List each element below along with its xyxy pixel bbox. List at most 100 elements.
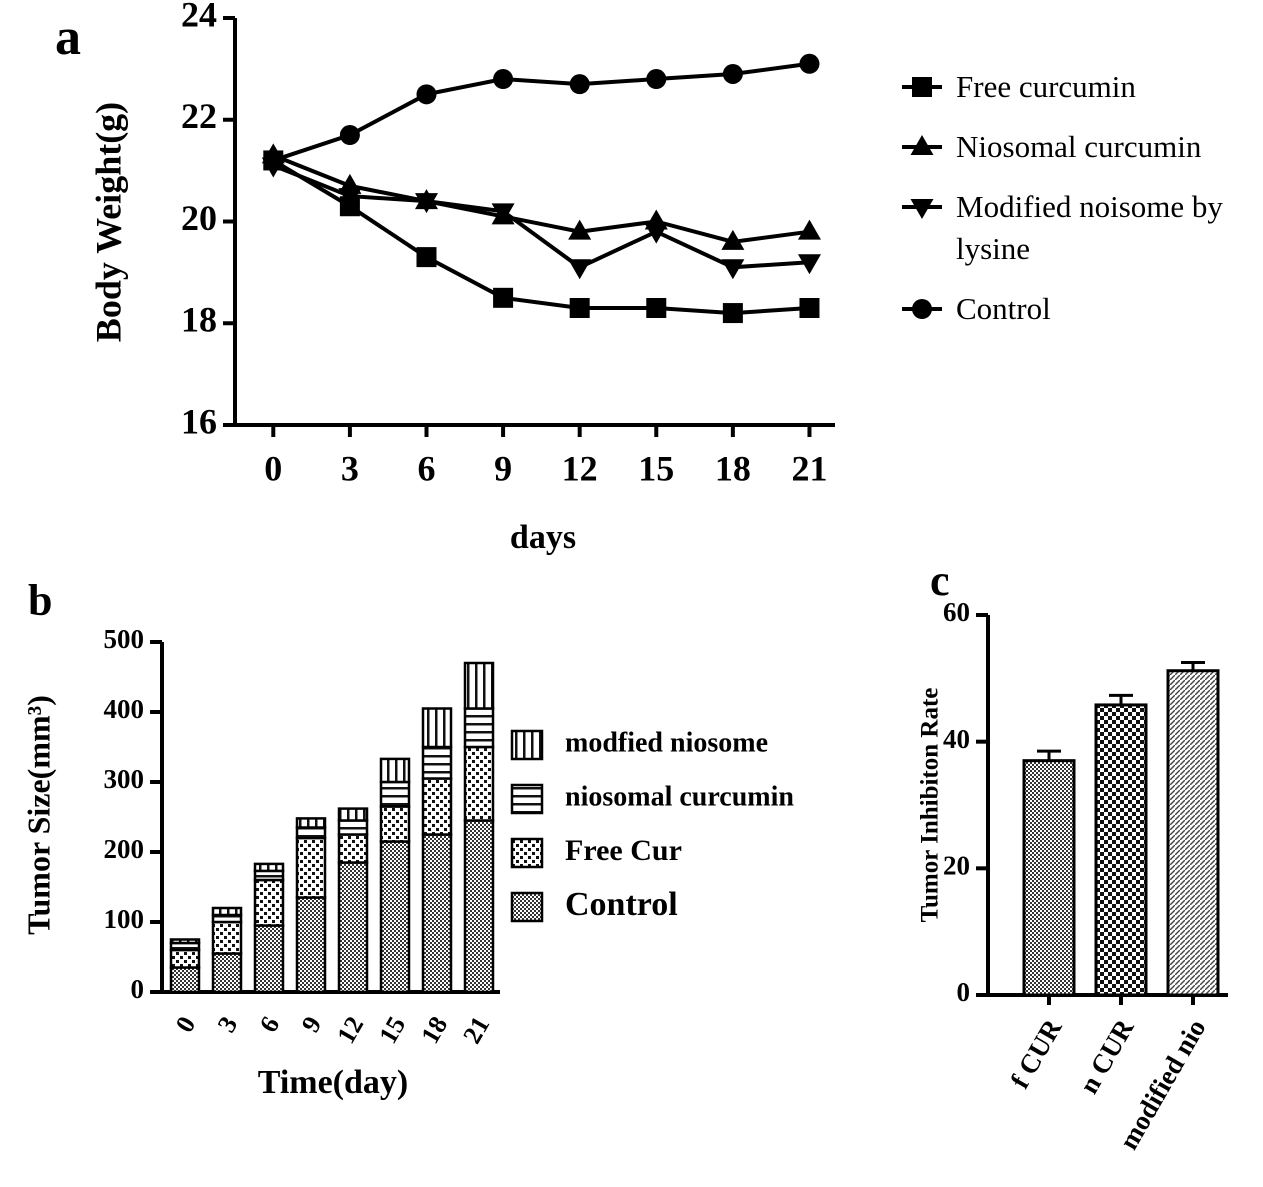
series-line xyxy=(272,158,810,316)
bar-segment xyxy=(337,861,369,994)
legend-item: Control xyxy=(900,288,1261,330)
marker xyxy=(722,303,743,324)
marker xyxy=(569,297,590,318)
bar-segment xyxy=(421,745,453,780)
marker xyxy=(910,135,934,155)
legend-swatch xyxy=(902,135,942,155)
marker xyxy=(721,259,745,280)
bar-segment xyxy=(379,780,411,808)
bar-segment xyxy=(379,757,411,784)
marker xyxy=(797,254,821,275)
y-tick-label: 24 xyxy=(181,0,217,34)
x-tick-label: 15 xyxy=(373,1011,411,1048)
marker xyxy=(493,287,514,308)
y-axis-label: Tumor Inhibiton Rate xyxy=(917,688,944,923)
y-tick-label: 18 xyxy=(181,300,217,340)
x-tick-label: 21 xyxy=(791,448,827,488)
bar xyxy=(1166,669,1220,997)
bar-segment xyxy=(421,777,453,836)
x-tick-label: 9 xyxy=(296,1011,328,1037)
bar-segment xyxy=(421,833,453,994)
panel-label: b xyxy=(28,576,52,625)
x-tick-label: 6 xyxy=(254,1011,286,1037)
legend-label: Control xyxy=(565,886,678,923)
y-tick-label: 20 xyxy=(943,851,970,881)
bar xyxy=(1094,703,1148,997)
legend-label: modfied niosome xyxy=(565,727,768,758)
bar-segment xyxy=(211,952,243,994)
legend-item: Free curcumin xyxy=(900,66,1261,108)
legend-item: Modified noisome by lysine xyxy=(900,186,1261,270)
bar-segment xyxy=(337,833,369,864)
marker xyxy=(339,125,360,146)
bar-segment xyxy=(463,661,495,710)
legend-swatch xyxy=(902,77,942,97)
bar-segment xyxy=(169,948,201,969)
y-axis-label: Body Weight(g) xyxy=(88,102,128,342)
y-tick-label: 22 xyxy=(181,96,217,136)
marker xyxy=(416,84,437,105)
legend-label: niosomal curcumin xyxy=(565,781,794,812)
y-tick-label: 16 xyxy=(181,401,217,441)
x-tick-label: 12 xyxy=(562,448,598,488)
x-tick-label: n CUR xyxy=(1073,1014,1139,1099)
marker xyxy=(493,69,514,90)
x-axis-label: days xyxy=(510,519,576,556)
marker xyxy=(910,199,934,219)
x-tick-label: 0 xyxy=(264,448,282,488)
y-tick-label: 300 xyxy=(104,764,145,794)
marker xyxy=(646,297,667,318)
x-tick-label: 12 xyxy=(331,1011,369,1048)
y-tick-label: 100 xyxy=(104,904,145,934)
bar-segment xyxy=(295,836,327,899)
marker xyxy=(568,219,592,240)
legend-label: Modified noisome by lysine xyxy=(956,189,1223,266)
bar-segment xyxy=(337,807,369,822)
legend-swatch xyxy=(510,837,544,869)
bar-segment xyxy=(253,878,285,927)
marker xyxy=(414,193,438,214)
series-line xyxy=(272,61,810,163)
bar-segment xyxy=(295,896,327,994)
legend-label: Free curcumin xyxy=(956,69,1136,104)
marker xyxy=(721,229,745,250)
marker xyxy=(797,219,821,240)
y-axis-label: Tumor Size(mm³) xyxy=(20,695,56,935)
marker xyxy=(644,223,668,244)
x-tick-label: 18 xyxy=(715,448,751,488)
y-tick-label: 400 xyxy=(104,694,145,724)
marker xyxy=(416,247,437,268)
x-tick-label: 0 xyxy=(170,1011,202,1037)
marker xyxy=(263,150,284,171)
error-bar xyxy=(1037,749,1061,761)
marker xyxy=(799,53,820,74)
x-tick-label: 18 xyxy=(415,1011,453,1048)
x-tick-label: 15 xyxy=(638,448,674,488)
legend-swatch xyxy=(510,891,544,923)
error-bar xyxy=(1109,693,1133,705)
x-tick-label: 6 xyxy=(417,448,435,488)
y-tick-label: 40 xyxy=(943,724,970,754)
marker xyxy=(912,77,932,97)
marker xyxy=(338,188,362,209)
panel-label: a xyxy=(55,9,81,66)
bar-segment xyxy=(169,938,201,945)
y-tick-label: 500 xyxy=(104,624,145,654)
legend-label: Free Cur xyxy=(565,834,682,867)
legend-swatch xyxy=(902,199,942,219)
x-tick-label: 21 xyxy=(457,1011,495,1048)
series-line xyxy=(272,153,810,244)
marker xyxy=(799,297,820,318)
bar xyxy=(1022,759,1076,997)
legend-item: Niosomal curcumin xyxy=(900,126,1261,168)
bar-segment xyxy=(463,707,495,749)
legend-swatch xyxy=(510,729,544,761)
series-line xyxy=(272,163,810,270)
x-tick-label: 3 xyxy=(341,448,359,488)
x-tick-label: f CUR xyxy=(1004,1014,1067,1094)
bar-segment xyxy=(463,745,495,822)
x-tick-label: 9 xyxy=(494,448,512,488)
bar-segment xyxy=(421,707,453,749)
x-axis-label: Time(day) xyxy=(258,1064,408,1101)
